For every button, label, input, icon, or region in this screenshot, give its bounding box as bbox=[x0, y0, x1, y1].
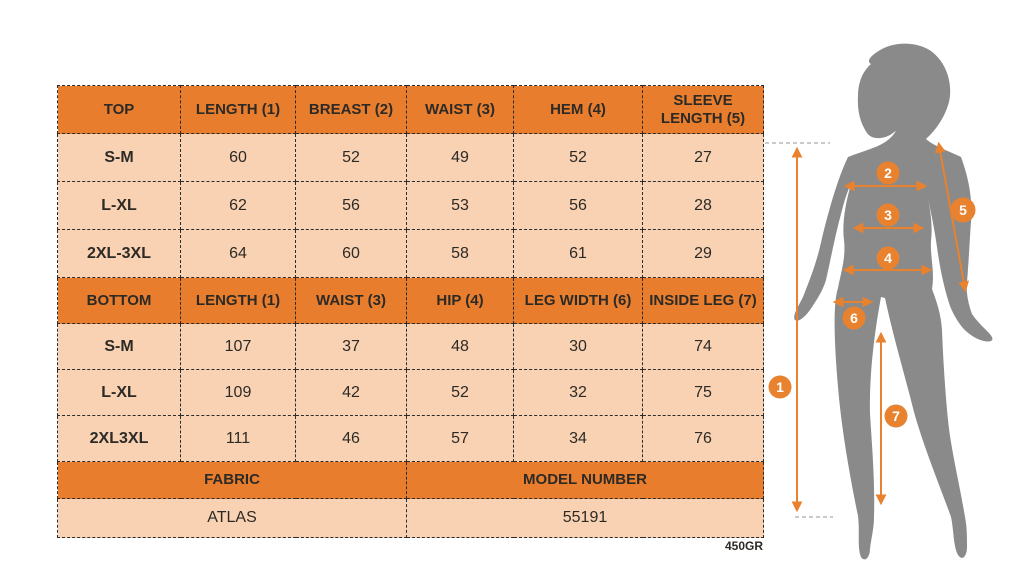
column-header-waist: WAIST (3) bbox=[295, 277, 407, 324]
table-cell: 111 bbox=[180, 415, 296, 462]
woman-silhouette bbox=[794, 43, 993, 560]
size-label: L-XL bbox=[57, 181, 181, 230]
table-cell: 60 bbox=[295, 229, 407, 278]
table-row: L-XL 109 42 52 32 75 bbox=[57, 369, 764, 416]
table-cell: 56 bbox=[513, 181, 643, 230]
size-label: 2XL-3XL bbox=[57, 229, 181, 278]
table-cell: 46 bbox=[295, 415, 407, 462]
female-silhouette-diagram: 1 2 3 4 5 6 7 bbox=[765, 43, 993, 560]
table-cell: 32 bbox=[513, 369, 643, 416]
marker-6-label: 6 bbox=[850, 310, 858, 326]
table-cell: 75 bbox=[642, 369, 764, 416]
column-header-sleeve-length: SLEEVE LENGTH (5) bbox=[642, 85, 764, 134]
marker-7-label: 7 bbox=[892, 408, 900, 424]
table-row: 2XL3XL 111 46 57 34 76 bbox=[57, 415, 764, 462]
column-header-breast: BREAST (2) bbox=[295, 85, 407, 134]
table-cell: 64 bbox=[180, 229, 296, 278]
marker-4-label: 4 bbox=[884, 250, 892, 266]
table-cell: 57 bbox=[406, 415, 514, 462]
table-row: S-M 60 52 49 52 27 bbox=[57, 133, 764, 182]
table-cell: 27 bbox=[642, 133, 764, 182]
table-cell: 58 bbox=[406, 229, 514, 278]
table-cell: 49 bbox=[406, 133, 514, 182]
marker-2: 2 bbox=[876, 161, 900, 185]
size-label: S-M bbox=[57, 133, 181, 182]
size-label: S-M bbox=[57, 323, 181, 370]
table-cell: 29 bbox=[642, 229, 764, 278]
table-cell: 109 bbox=[180, 369, 296, 416]
fabric-header: FABRIC bbox=[57, 461, 407, 499]
table-cell: 107 bbox=[180, 323, 296, 370]
footer-header-row: FABRIC MODEL NUMBER bbox=[57, 461, 764, 499]
column-header-top: TOP bbox=[57, 85, 181, 134]
table-cell: 61 bbox=[513, 229, 643, 278]
column-header-length: LENGTH (1) bbox=[180, 277, 296, 324]
marker-2-label: 2 bbox=[884, 165, 892, 181]
size-chart-table: TOP LENGTH (1) BREAST (2) WAIST (3) HEM … bbox=[57, 85, 764, 538]
table-cell: 53 bbox=[406, 181, 514, 230]
table-cell: 48 bbox=[406, 323, 514, 370]
size-label: 2XL3XL bbox=[57, 415, 181, 462]
marker-7: 7 bbox=[884, 404, 908, 428]
marker-4: 4 bbox=[876, 246, 900, 270]
weight-footnote: 450GR bbox=[724, 539, 763, 553]
marker-1-label: 1 bbox=[776, 379, 784, 395]
table-row: 2XL-3XL 64 60 58 61 29 bbox=[57, 229, 764, 278]
table-cell: 62 bbox=[180, 181, 296, 230]
marker-3-label: 3 bbox=[884, 207, 892, 223]
table-cell: 52 bbox=[513, 133, 643, 182]
table-cell: 42 bbox=[295, 369, 407, 416]
bottom-header-row: BOTTOM LENGTH (1) WAIST (3) HIP (4) LEG … bbox=[57, 277, 764, 324]
column-header-length: LENGTH (1) bbox=[180, 85, 296, 134]
column-header-waist: WAIST (3) bbox=[406, 85, 514, 134]
fabric-value: ATLAS bbox=[57, 498, 407, 538]
measurement-markers: 1 2 3 4 5 6 7 bbox=[768, 161, 976, 428]
arrow-sleeve-5 bbox=[934, 141, 970, 293]
table-row: L-XL 62 56 53 56 28 bbox=[57, 181, 764, 230]
table-cell: 56 bbox=[295, 181, 407, 230]
table-cell: 60 bbox=[180, 133, 296, 182]
marker-5: 5 bbox=[950, 197, 976, 223]
model-number-header: MODEL NUMBER bbox=[406, 461, 764, 499]
table-cell: 52 bbox=[295, 133, 407, 182]
footer-value-row: ATLAS 55191 bbox=[57, 498, 764, 538]
table-cell: 76 bbox=[642, 415, 764, 462]
column-header-inside-leg: INSIDE LEG (7) bbox=[642, 277, 764, 324]
size-label: L-XL bbox=[57, 369, 181, 416]
table-row: S-M 107 37 48 30 74 bbox=[57, 323, 764, 370]
column-header-bottom: BOTTOM bbox=[57, 277, 181, 324]
marker-5-label: 5 bbox=[959, 202, 967, 218]
table-cell: 30 bbox=[513, 323, 643, 370]
marker-1: 1 bbox=[768, 375, 792, 399]
measurement-figure: 1 2 3 4 5 6 7 bbox=[764, 0, 1024, 584]
marker-6: 6 bbox=[842, 306, 866, 330]
table-cell: 52 bbox=[406, 369, 514, 416]
top-header-row: TOP LENGTH (1) BREAST (2) WAIST (3) HEM … bbox=[57, 85, 764, 134]
table-cell: 34 bbox=[513, 415, 643, 462]
column-header-hip: HIP (4) bbox=[406, 277, 514, 324]
model-number-value: 55191 bbox=[406, 498, 764, 538]
marker-3: 3 bbox=[876, 203, 900, 227]
table-cell: 28 bbox=[642, 181, 764, 230]
column-header-leg-width: LEG WIDTH (6) bbox=[513, 277, 643, 324]
table-cell: 37 bbox=[295, 323, 407, 370]
column-header-hem: HEM (4) bbox=[513, 85, 643, 134]
table-cell: 74 bbox=[642, 323, 764, 370]
